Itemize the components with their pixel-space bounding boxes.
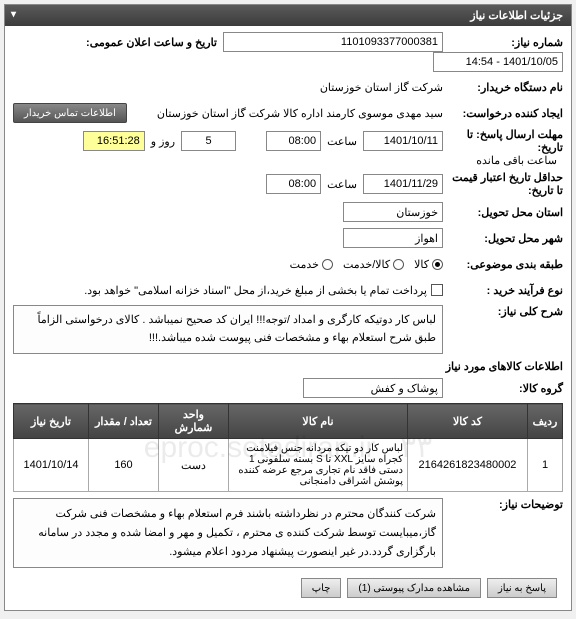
radio-goods[interactable]: کالا [414,258,443,271]
field-days-remain: 5 [181,131,236,151]
row-need-no: شماره نیاز: 1101093377000381 تاریخ و ساع… [13,32,563,72]
form-body: شماره نیاز: 1101093377000381 تاریخ و ساع… [5,26,571,610]
label-validity: حداقل تاریخ اعتبار قیمت تا تاریخ: [443,171,563,197]
label-days-and: روز و [151,135,175,148]
row-validity: حداقل تاریخ اعتبار قیمت تا تاریخ: 1401/1… [13,171,563,197]
contact-buyer-button[interactable]: اطلاعات تماس خریدار [13,103,127,123]
label-category: طبقه بندی موضوعی: [443,258,563,271]
field-deadline-time: 08:00 [266,131,321,151]
row-deadline: مهلت ارسال پاسخ: تا تاریخ: 1401/10/11 سا… [13,128,563,167]
category-radio-group: کالا کالا/خدمت خدمت [290,258,443,271]
radio-goods-service[interactable]: کالا/خدمت [343,258,404,271]
field-countdown: 16:51:28 [83,131,145,151]
cell-unit: دست [159,439,229,492]
label-process: نوع فرآیند خرید : [443,284,563,297]
radio-service[interactable]: خدمت [290,258,333,271]
print-button[interactable]: چاپ [301,578,342,598]
label-deadline: مهلت ارسال پاسخ: تا تاریخ: [443,128,563,154]
table-row[interactable]: 1 2164261823480002 لباس کار دو تیکه مردا… [14,439,563,492]
notes-box: شرکت کنندگان محترم در نظرداشته باشند فرم… [13,498,443,568]
field-goods-group: پوشاک و کفش [303,378,443,398]
radio-service-label: خدمت [290,258,319,271]
cell-code: 2164261823480002 [408,439,528,492]
value-requester: سید مهدی موسوی کارمند اداره کالا شرکت گا… [157,107,443,120]
field-validity-date: 1401/11/29 [363,174,443,194]
field-province: خوزستان [343,202,443,222]
row-process: نوع فرآیند خرید : پرداخت تمام یا بخشی از… [13,279,563,301]
label-province: استان محل تحویل: [443,206,563,219]
table-header-row: ردیف کد کالا نام کالا واحد شمارش تعداد /… [14,404,563,439]
col-code: کد کالا [408,404,528,439]
field-validity-time: 08:00 [266,174,321,194]
label-public-ann: تاریخ و ساعت اعلان عمومی: [67,36,217,49]
collapse-arrow-icon[interactable]: ▾ [11,9,16,20]
main-panel: جزئیات اطلاعات نیاز ▾ شماره نیاز: 110109… [4,4,572,611]
goods-table: ردیف کد کالا نام کالا واحد شمارش تعداد /… [13,403,563,492]
field-public-ann: 1401/10/05 - 14:54 [433,52,563,72]
radio-dot-icon [432,259,443,270]
general-desc-box: لباس کار دوتیکه کارگری و امداد /توجه!!! … [13,305,443,354]
row-notes: توضیحات نیاز: شرکت کنندگان محترم در نظرد… [13,498,563,568]
label-time-2: ساعت [327,178,357,191]
cell-name: لباس کار دو تیکه مردانه جنس فیلامنت کجرا… [229,439,408,492]
row-province: استان محل تحویل: خوزستان [13,201,563,223]
process-text: پرداخت تمام یا بخشی از مبلغ خرید،از محل … [84,284,427,297]
radio-dot-icon [393,259,404,270]
label-need-no: شماره نیاز: [443,36,563,49]
label-general-desc: شرح کلی نیاز: [443,305,563,318]
field-need-no: 1101093377000381 [223,32,443,52]
reply-button[interactable]: پاسخ به نیاز [487,578,557,598]
cell-date: 1401/10/14 [14,439,89,492]
panel-header: جزئیات اطلاعات نیاز ▾ [5,5,571,26]
label-requester: ایجاد کننده درخواست: [443,107,563,120]
cell-qty: 160 [89,439,159,492]
col-name: نام کالا [229,404,408,439]
process-checkbox[interactable] [431,284,443,296]
table-wrapper: eproc.setadiran.ir ۰۳۳ ردیف کد کالا نام … [13,403,563,492]
row-category: طبقه بندی موضوعی: کالا کالا/خدمت خدمت [13,253,563,275]
radio-goods-label: کالا [414,258,429,271]
row-goods-group: گروه کالا: پوشاک و کفش [13,377,563,399]
row-city: شهر محل تحویل: اهواز [13,227,563,249]
label-remaining: ساعت باقی مانده [476,154,557,167]
panel-title: جزئیات اطلاعات نیاز [470,10,563,22]
label-city: شهر محل تحویل: [443,232,563,245]
col-qty: تعداد / مقدار [89,404,159,439]
cell-idx: 1 [528,439,563,492]
value-buyer: شرکت گاز استان خوزستان [320,81,443,94]
goods-section-title: اطلاعات کالاهای مورد نیاز [13,360,563,373]
col-date: تاریخ نیاز [14,404,89,439]
field-deadline-date: 1401/10/11 [363,131,443,151]
attachments-button[interactable]: مشاهده مدارک پیوستی (1) [347,578,481,598]
col-unit: واحد شمارش [159,404,229,439]
label-time-1: ساعت [327,135,357,148]
row-general-desc: شرح کلی نیاز: لباس کار دوتیکه کارگری و ا… [13,305,563,354]
radio-goods-service-label: کالا/خدمت [343,258,390,271]
row-buyer: نام دستگاه خریدار: شرکت گاز استان خوزستا… [13,76,563,98]
field-city: اهواز [343,228,443,248]
label-buyer: نام دستگاه خریدار: [443,81,563,94]
footer-buttons: پاسخ به نیاز مشاهده مدارک پیوستی (1) چاپ [13,572,563,604]
label-goods-group: گروه کالا: [443,382,563,395]
row-requester: ایجاد کننده درخواست: سید مهدی موسوی کارم… [13,102,563,124]
radio-dot-icon [322,259,333,270]
col-idx: ردیف [528,404,563,439]
label-notes: توضیحات نیاز: [443,498,563,511]
